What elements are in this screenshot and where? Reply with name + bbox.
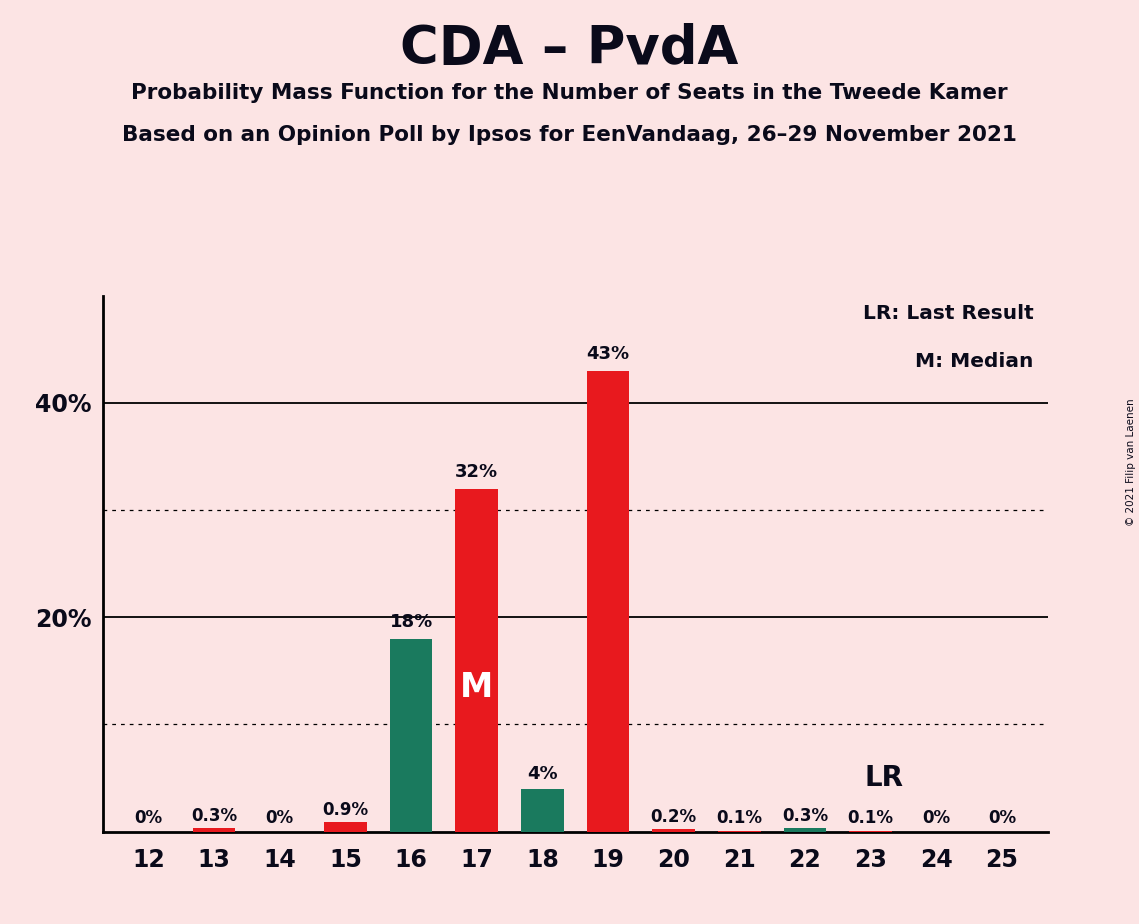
Text: 0.1%: 0.1%: [847, 809, 894, 827]
Bar: [653, 830, 695, 832]
Text: 0.3%: 0.3%: [781, 808, 828, 825]
Bar: [784, 829, 826, 832]
Text: 4%: 4%: [527, 765, 558, 784]
Text: 0%: 0%: [134, 809, 163, 827]
Text: CDA – PvdA: CDA – PvdA: [400, 23, 739, 75]
Text: 18%: 18%: [390, 614, 433, 631]
Text: 32%: 32%: [456, 463, 498, 481]
Bar: [850, 831, 892, 832]
Bar: [192, 829, 236, 832]
Text: 0%: 0%: [988, 809, 1016, 827]
Text: Based on an Opinion Poll by Ipsos for EenVandaag, 26–29 November 2021: Based on an Opinion Poll by Ipsos for Ee…: [122, 125, 1017, 145]
Text: Probability Mass Function for the Number of Seats in the Tweede Kamer: Probability Mass Function for the Number…: [131, 83, 1008, 103]
Text: 43%: 43%: [587, 346, 630, 363]
Bar: [390, 638, 433, 832]
Text: M: Median: M: Median: [916, 352, 1034, 371]
Bar: [587, 371, 630, 832]
Bar: [325, 822, 367, 832]
Text: 0.3%: 0.3%: [191, 808, 237, 825]
Bar: [521, 789, 564, 832]
Text: 0.9%: 0.9%: [322, 801, 369, 819]
Text: 0.1%: 0.1%: [716, 809, 762, 827]
Text: M: M: [460, 671, 493, 704]
Text: 0%: 0%: [923, 809, 950, 827]
Bar: [456, 489, 498, 832]
Text: 0%: 0%: [265, 809, 294, 827]
Text: LR: LR: [865, 764, 903, 792]
Text: LR: Last Result: LR: Last Result: [863, 304, 1034, 322]
Text: © 2021 Filip van Laenen: © 2021 Filip van Laenen: [1126, 398, 1136, 526]
Bar: [718, 831, 761, 832]
Text: 0.2%: 0.2%: [650, 808, 697, 826]
